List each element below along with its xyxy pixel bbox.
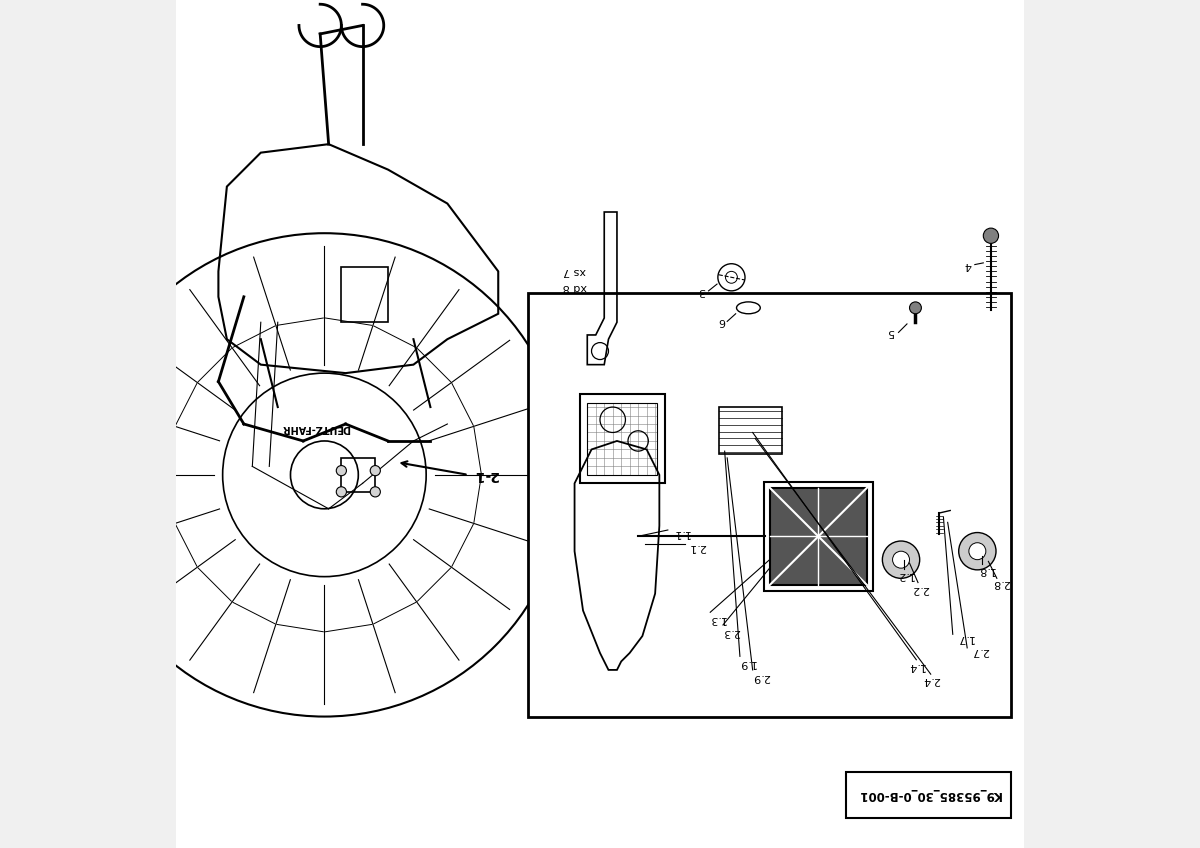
Text: 1.1: 1.1 [672, 527, 689, 538]
Circle shape [370, 466, 380, 476]
Text: 2.2: 2.2 [912, 583, 930, 594]
Circle shape [959, 533, 996, 570]
Bar [341, 267, 388, 322]
Text: 2.8: 2.8 [992, 578, 1010, 589]
Text: 2.1: 2.1 [689, 542, 707, 552]
Bar [581, 394, 665, 483]
Text: 6: 6 [718, 316, 725, 326]
Text: 1.7: 1.7 [955, 633, 973, 643]
Text: 2.7: 2.7 [971, 646, 989, 656]
Text: 1.2: 1.2 [896, 570, 914, 580]
Bar [769, 488, 868, 585]
Circle shape [893, 551, 910, 568]
Text: K9_95385_30_0-B-001: K9_95385_30_0-B-001 [857, 789, 1001, 801]
Circle shape [983, 228, 998, 243]
Bar [528, 293, 1012, 717]
Circle shape [336, 466, 347, 476]
Circle shape [968, 543, 986, 560]
Text: DEUTZ-FAHR: DEUTZ-FAHR [282, 423, 350, 433]
Circle shape [910, 302, 922, 314]
Circle shape [882, 541, 919, 578]
Bar [846, 772, 1012, 818]
Text: 1.4: 1.4 [907, 661, 925, 671]
Text: 5: 5 [887, 327, 894, 338]
Text: 2.3: 2.3 [722, 627, 740, 637]
Circle shape [336, 487, 347, 497]
Circle shape [290, 441, 359, 509]
Text: 2-1: 2-1 [473, 468, 498, 482]
Bar [341, 458, 376, 492]
Circle shape [370, 487, 380, 497]
Bar [719, 407, 782, 454]
Text: 1.9: 1.9 [738, 658, 756, 668]
Text: 1.8: 1.8 [977, 565, 995, 575]
Text: 1.3: 1.3 [708, 614, 726, 624]
Text: 2.4: 2.4 [922, 675, 940, 685]
Bar [763, 482, 874, 591]
Text: xd 8: xd 8 [563, 282, 587, 292]
Text: 2.9: 2.9 [752, 672, 770, 682]
Text: xs 7: xs 7 [563, 266, 586, 276]
Bar [587, 403, 656, 475]
Text: 3: 3 [698, 286, 706, 296]
Text: 4: 4 [965, 259, 972, 270]
